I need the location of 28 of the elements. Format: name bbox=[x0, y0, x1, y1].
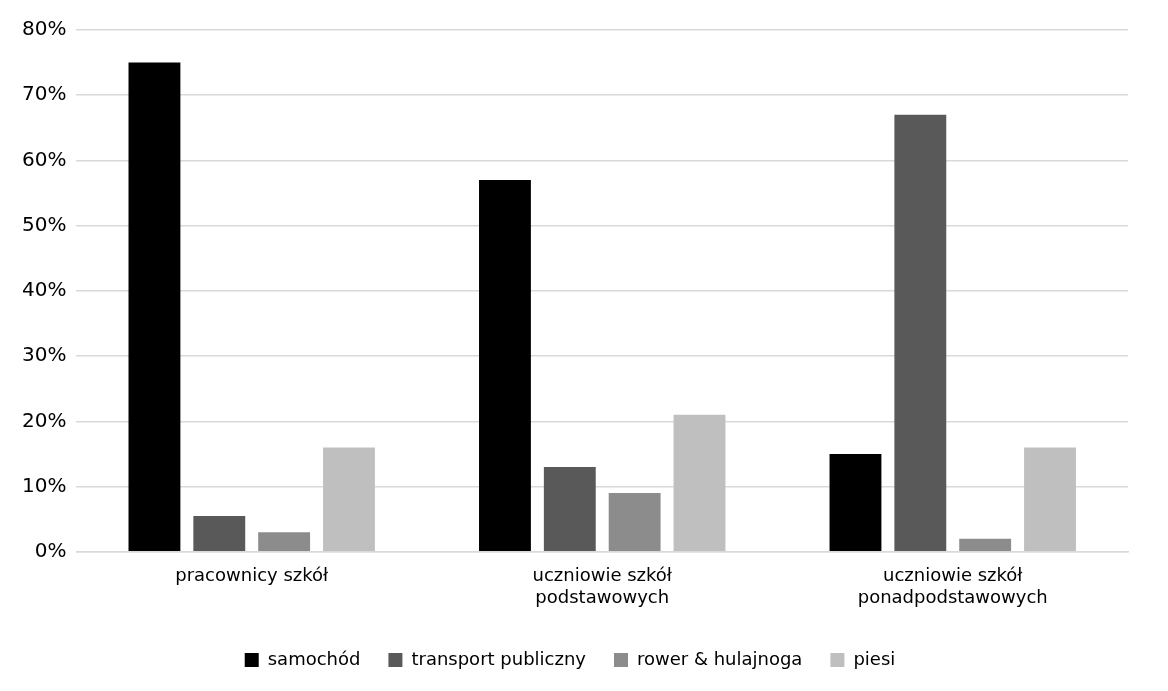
bar bbox=[608, 493, 661, 552]
bar bbox=[543, 467, 596, 552]
legend-label: samochód bbox=[267, 647, 361, 669]
y-tick-label: 0% bbox=[34, 538, 67, 562]
bar bbox=[128, 62, 181, 552]
bar bbox=[894, 114, 947, 552]
bar bbox=[829, 453, 882, 552]
bar bbox=[1024, 447, 1076, 552]
y-tick-label: 30% bbox=[22, 342, 67, 367]
bar bbox=[479, 180, 531, 552]
x-tick-label: uczniowie szkół ponadpodstawowych bbox=[857, 564, 1048, 607]
bar bbox=[193, 515, 246, 552]
bar bbox=[258, 532, 311, 552]
y-tick-label: 40% bbox=[22, 277, 67, 302]
y-tick-label: 80% bbox=[22, 16, 67, 41]
y-tick-label: 50% bbox=[22, 211, 67, 236]
x-tick-label: pracownicy szkół bbox=[175, 564, 330, 586]
bar bbox=[323, 447, 375, 552]
y-tick-label: 70% bbox=[22, 81, 67, 106]
legend-label: rower & hulajnoga bbox=[636, 647, 803, 669]
bar bbox=[959, 538, 1012, 552]
y-tick-label: 20% bbox=[22, 407, 67, 432]
x-tick-label: uczniowie szkół podstawowych bbox=[532, 564, 673, 607]
legend-label: piesi bbox=[853, 647, 896, 669]
bar bbox=[673, 414, 726, 552]
legend-label: transport publiczny bbox=[411, 647, 587, 669]
y-tick-label: 60% bbox=[22, 146, 67, 171]
y-tick-label: 10% bbox=[22, 472, 67, 497]
